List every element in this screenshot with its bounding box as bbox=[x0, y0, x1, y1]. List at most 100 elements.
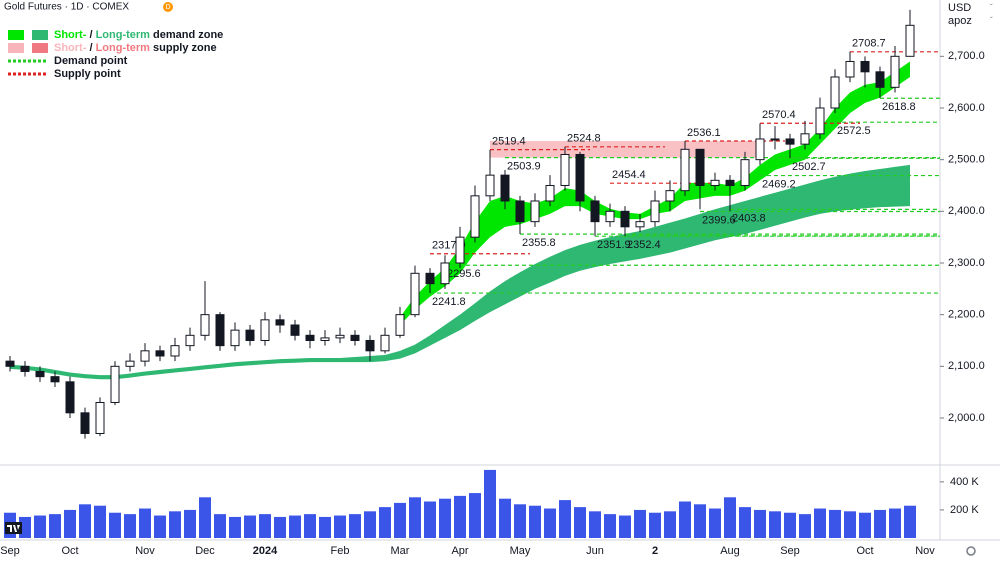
volume-bar bbox=[229, 516, 241, 538]
y-tick-label: 2,300.0 bbox=[948, 257, 985, 269]
legend-text: Supply point bbox=[54, 68, 121, 80]
y-tick-label: 2,700.0 bbox=[948, 50, 985, 62]
volume-bar bbox=[544, 508, 556, 538]
candle-body bbox=[5, 360, 15, 367]
badge bbox=[163, 2, 173, 12]
volume-bar bbox=[319, 516, 331, 538]
candle-body bbox=[560, 153, 570, 186]
candle-body bbox=[35, 370, 45, 378]
candle-body bbox=[755, 138, 765, 161]
demand-label: 2352.4 bbox=[627, 239, 661, 251]
demand-label: 2355.8 bbox=[522, 237, 556, 249]
legend-text: demand zone bbox=[150, 29, 223, 41]
demand-label: 2572.5 bbox=[837, 125, 871, 137]
volume-bar bbox=[259, 514, 271, 538]
volume-bar bbox=[499, 498, 511, 538]
demand-label: 2618.8 bbox=[882, 101, 916, 113]
volume-bar bbox=[844, 511, 856, 538]
x-tick-label: Sep bbox=[780, 545, 800, 557]
legend-swatch bbox=[8, 43, 24, 53]
candle-body bbox=[95, 401, 105, 434]
scale-mode: apoz bbox=[948, 15, 972, 27]
volume-bar bbox=[64, 509, 76, 538]
candle-body bbox=[650, 200, 660, 223]
candle-body bbox=[830, 76, 840, 109]
demand-label: 2502.7 bbox=[792, 161, 826, 173]
supply-label: 2519.4 bbox=[492, 136, 526, 148]
supply-zone bbox=[490, 140, 760, 158]
volume-bar bbox=[604, 514, 616, 538]
volume-bar bbox=[649, 512, 661, 538]
candle-body bbox=[860, 60, 870, 73]
volume-bar bbox=[664, 511, 676, 538]
y-tick-label: 2,400.0 bbox=[948, 205, 985, 217]
candle-body bbox=[785, 138, 795, 145]
currency: USD bbox=[948, 2, 971, 14]
x-tick-label: Feb bbox=[331, 545, 350, 557]
dropdown-arrow[interactable]: ˇ bbox=[990, 16, 993, 25]
candle-body bbox=[140, 350, 150, 362]
candle-body bbox=[305, 334, 315, 341]
legend-text: Long-term bbox=[96, 29, 151, 41]
y-tick-label: 2,200.0 bbox=[948, 309, 985, 321]
zone-band bbox=[10, 164, 910, 380]
volume-bar bbox=[724, 497, 736, 538]
candle-body bbox=[605, 210, 615, 223]
tradingview-logo[interactable] bbox=[5, 522, 22, 534]
supply-label: 2570.4 bbox=[762, 109, 796, 121]
volume-bar bbox=[529, 505, 541, 538]
candle-body bbox=[545, 184, 555, 202]
volume-bar bbox=[829, 509, 841, 538]
volume-bar bbox=[379, 507, 391, 538]
volume-bar bbox=[619, 515, 631, 538]
settings-icon[interactable] bbox=[966, 546, 976, 556]
volume-bar bbox=[904, 505, 916, 538]
candle-body bbox=[80, 412, 90, 434]
x-tick-label: Sep bbox=[0, 545, 20, 557]
legend-swatch bbox=[8, 30, 24, 40]
volume-bar bbox=[589, 511, 601, 538]
volume-bar bbox=[439, 498, 451, 538]
volume-bar bbox=[709, 508, 721, 538]
volume-bar bbox=[34, 515, 46, 538]
volume-tick-label: 400 K bbox=[950, 476, 979, 488]
x-tick-label: Mar bbox=[391, 545, 410, 557]
candle-body bbox=[440, 262, 450, 285]
candle-body bbox=[65, 381, 75, 414]
legend-text: Demand point bbox=[54, 55, 128, 67]
candle-body bbox=[215, 314, 225, 347]
chart-title: Gold Futures · 1D · COMEX bbox=[4, 2, 129, 13]
legend-text: supply zone bbox=[150, 42, 217, 54]
demand-label: 2295.6 bbox=[447, 268, 481, 280]
dropdown-arrow[interactable]: ˇ bbox=[990, 3, 993, 12]
candle-body bbox=[410, 272, 420, 316]
candle-body bbox=[530, 200, 540, 223]
volume-bar bbox=[454, 495, 466, 538]
demand-label: 2403.8 bbox=[732, 212, 766, 224]
legend-swatch bbox=[32, 43, 48, 53]
badge-text: D bbox=[165, 4, 170, 11]
volume-bar bbox=[334, 515, 346, 538]
legend-text: / bbox=[86, 42, 95, 54]
volume-bar bbox=[244, 515, 256, 538]
legend-label: Demand point bbox=[54, 55, 128, 67]
y-tick-label: 2,600.0 bbox=[948, 102, 985, 114]
volume-bar bbox=[739, 507, 751, 538]
x-tick-label: Apr bbox=[451, 545, 468, 557]
candle-body bbox=[740, 159, 750, 186]
candle-body bbox=[230, 329, 240, 347]
candle-body bbox=[875, 71, 885, 88]
volume-bar bbox=[679, 501, 691, 538]
candle-body bbox=[365, 339, 375, 352]
volume-bar bbox=[784, 512, 796, 538]
x-tick-label: 2 bbox=[652, 545, 658, 557]
demand-label: 2351.9 bbox=[597, 239, 631, 251]
candle-body bbox=[470, 195, 480, 238]
candle-body bbox=[380, 334, 390, 352]
x-tick-label: Aug bbox=[720, 545, 740, 557]
demand-label: 2503.9 bbox=[507, 161, 541, 173]
volume-bar bbox=[484, 469, 496, 538]
